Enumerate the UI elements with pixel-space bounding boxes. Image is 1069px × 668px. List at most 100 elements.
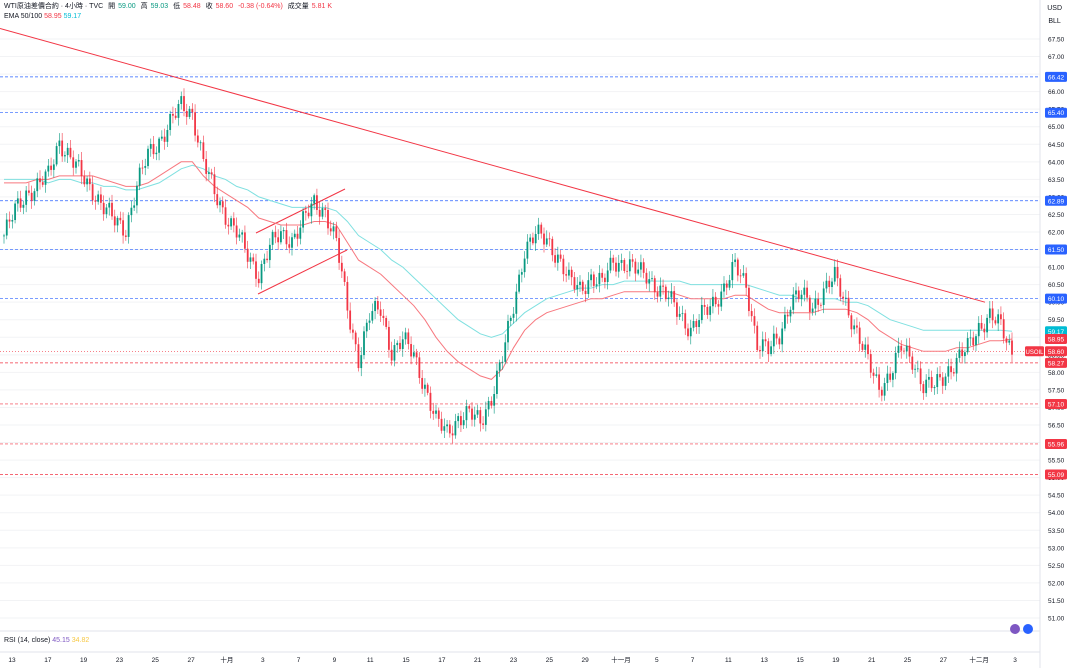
horizontal-levels[interactable] (0, 76, 1040, 475)
candle-body (498, 362, 501, 371)
level-tag (1045, 469, 1067, 480)
rsi-legend[interactable]: RSI (14, close) 45.15 34.82 (4, 636, 89, 646)
y-tick-label: 66.00 (1048, 89, 1065, 96)
candle-body (493, 393, 496, 406)
candle-body (244, 232, 246, 249)
candle-body (119, 217, 122, 221)
close-value: 58.60 (215, 3, 234, 10)
y-tick-label: 58.00 (1048, 370, 1065, 377)
y-tick-label: 51.00 (1048, 616, 1065, 623)
candle-body (537, 224, 540, 235)
flag-icon[interactable] (1023, 623, 1033, 634)
candle-body (277, 237, 280, 243)
candle-body (892, 373, 894, 380)
candle-body (321, 208, 324, 217)
candle-body (410, 344, 412, 357)
candle-body (421, 377, 424, 389)
candle-body (518, 274, 520, 292)
candle-body (144, 166, 147, 168)
level-tag (1045, 244, 1067, 255)
rising-channel[interactable] (255, 188, 348, 295)
candle-body (324, 208, 327, 210)
candle-body (523, 258, 526, 273)
candle-body (152, 143, 155, 155)
candle-body (709, 306, 712, 315)
candle-body (349, 310, 352, 330)
level-tag-label: 61.50 (1048, 247, 1065, 254)
candle-body (91, 184, 94, 201)
candle-body (39, 178, 41, 183)
candle-body (736, 259, 739, 276)
candle-body (554, 255, 556, 263)
candle-body (77, 160, 80, 162)
candle-body (695, 321, 698, 327)
y-tick-label: 57.50 (1048, 387, 1065, 394)
candle-body (817, 298, 820, 305)
symbol-title[interactable]: WTI原油差價合約 · 4小時 · TVC (4, 3, 104, 10)
candle-body (1008, 340, 1011, 343)
candle-body (47, 165, 50, 172)
y-tick-label: 54.50 (1048, 493, 1065, 500)
candle-body (66, 147, 69, 156)
candle-body (357, 344, 360, 369)
x-tick-label: 13 (8, 657, 16, 664)
symbol-tag-label: USOIL (1025, 350, 1044, 356)
candle-body (307, 212, 310, 217)
candle-body (22, 204, 25, 208)
candle-body (268, 244, 271, 261)
candle-body (102, 202, 105, 215)
candle-body (601, 272, 604, 278)
candle-body (304, 211, 307, 213)
candle-body (808, 297, 811, 312)
level-tag (1045, 438, 1067, 449)
candle-body (714, 296, 717, 305)
volume-value: 5.81 K (311, 3, 333, 10)
candle-body (149, 143, 152, 149)
candle-body (869, 354, 872, 373)
candle-body (565, 274, 568, 276)
candle-body (432, 410, 435, 414)
indicator-legend[interactable]: EMA 50/100 58.95 59.17 (4, 12, 81, 22)
candle-body (961, 349, 964, 357)
low-value: 58.48 (183, 3, 201, 10)
trendline[interactable] (0, 27, 986, 303)
candle-body (155, 152, 158, 155)
candle-body (1002, 319, 1005, 339)
time-axis[interactable]: 13 17 19 23 25 27 十月 3 7 9 11 15 17 21 23 25 29 十一月 5 7 11 13… (8, 655, 1017, 664)
candle-body (750, 311, 753, 317)
candle-body (609, 257, 612, 271)
candle-body (435, 410, 437, 414)
candle-body (579, 281, 581, 286)
candle-body (833, 266, 836, 282)
candle-body (720, 291, 723, 307)
candle-body (440, 418, 443, 431)
channel-upper[interactable] (255, 188, 346, 234)
candle-body (194, 112, 196, 136)
x-tick-label: 9 (333, 657, 337, 664)
channel-lower[interactable] (257, 249, 348, 295)
candle-body (595, 284, 598, 286)
candle-body (465, 406, 468, 421)
y-tick-label: 67.00 (1048, 54, 1065, 61)
candle-body (202, 142, 205, 160)
candle-body (246, 248, 249, 262)
candle-body (160, 136, 163, 139)
candle-body (191, 108, 194, 113)
candle-body (238, 234, 241, 238)
lightning-icon[interactable] (1010, 623, 1020, 634)
candle-body (227, 224, 230, 227)
candle-body (69, 147, 72, 158)
candle-body (44, 171, 47, 185)
candle-body (368, 320, 371, 323)
rsi-value: 45.15 (52, 637, 70, 644)
currency-selector[interactable]: USD BLL (1047, 4, 1062, 30)
candle-body (404, 332, 407, 340)
candle-body (778, 338, 781, 345)
x-tick-label: 7 (297, 657, 301, 664)
candle-body (753, 316, 756, 326)
x-tick-label: 7 (691, 657, 695, 664)
candle-body (338, 238, 340, 263)
candle-body (61, 140, 64, 157)
candle-body (908, 345, 911, 357)
